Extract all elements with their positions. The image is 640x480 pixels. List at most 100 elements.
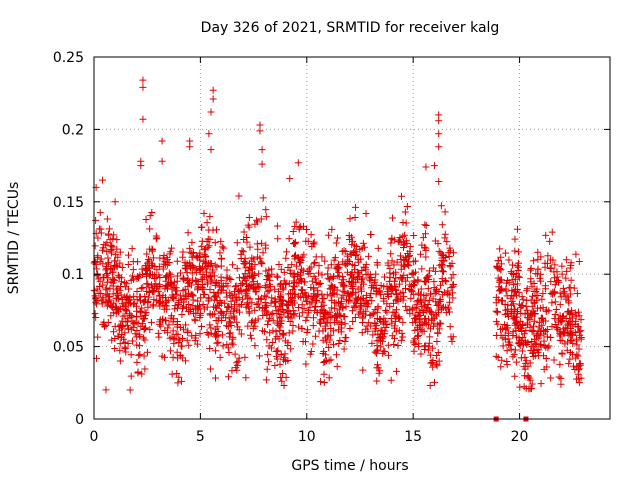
data-point: [217, 255, 225, 263]
data-point: [345, 278, 353, 286]
data-point: [142, 264, 150, 272]
data-point: [325, 275, 333, 283]
data-point: [353, 242, 361, 250]
data-point: [550, 288, 558, 296]
data-point: [188, 291, 196, 299]
data-point: [96, 258, 104, 266]
data-point: [425, 296, 433, 304]
data-point: [390, 270, 398, 278]
data-point: [393, 258, 401, 266]
data-point: [173, 323, 181, 331]
data-point: [394, 341, 402, 349]
data-point: [575, 379, 583, 387]
data-point: [123, 307, 131, 315]
data-point: [296, 258, 304, 266]
data-point: [558, 317, 566, 325]
data-point: [239, 273, 247, 281]
data-point: [269, 327, 277, 335]
data-point: [570, 284, 578, 292]
data-point: [575, 365, 583, 373]
data-point: [543, 333, 551, 341]
data-point: [228, 367, 236, 375]
data-point: [551, 261, 559, 269]
data-point: [417, 295, 425, 303]
data-point: [162, 297, 170, 305]
x-tick-label: 5: [196, 429, 205, 445]
data-point: [298, 286, 306, 294]
data-point: [223, 341, 231, 349]
data-point: [264, 350, 272, 358]
data-point: [168, 291, 176, 299]
data-point: [296, 276, 304, 284]
data-point: [302, 297, 310, 305]
data-point: [438, 275, 446, 283]
data-point: [440, 256, 448, 264]
data-point: [401, 256, 409, 264]
data-point: [247, 334, 255, 342]
data-point: [415, 289, 423, 297]
data-point: [250, 255, 258, 263]
data-point: [135, 331, 143, 339]
data-point: [209, 95, 217, 103]
data-point: [366, 277, 374, 285]
data-point: [179, 287, 187, 295]
data-point: [519, 302, 527, 310]
data-point: [410, 232, 418, 240]
data-point: [166, 334, 174, 342]
data-point: [263, 301, 271, 309]
data-point: [547, 374, 555, 382]
data-point: [262, 267, 270, 275]
data-point: [139, 83, 147, 91]
data-point: [402, 302, 410, 310]
data-point: [390, 340, 398, 348]
data-point: [281, 350, 289, 358]
data-point: [324, 270, 332, 278]
data-point: [181, 262, 189, 270]
data-point: [449, 280, 457, 288]
data-point: [561, 340, 569, 348]
data-point: [538, 295, 546, 303]
data-point: [499, 297, 507, 305]
data-point: [425, 267, 433, 275]
data-point: [492, 352, 500, 360]
data-point: [416, 315, 424, 323]
data-point: [361, 264, 369, 272]
data-point: [313, 296, 321, 304]
data-point: [226, 318, 234, 326]
data-point: [111, 303, 119, 311]
data-point: [173, 348, 181, 356]
data-point: [143, 272, 151, 280]
data-point: [185, 341, 193, 349]
data-point: [351, 261, 359, 269]
data-point: [504, 335, 512, 343]
data-point: [246, 243, 254, 251]
data-point: [116, 282, 124, 290]
data-point: [510, 306, 518, 314]
data-point: [257, 259, 265, 267]
data-point: [575, 345, 583, 353]
data-point: [200, 257, 208, 265]
data-point: [217, 308, 225, 316]
data-point: [266, 276, 274, 284]
data-point: [371, 348, 379, 356]
data-point: [333, 362, 341, 370]
data-point: [502, 249, 510, 257]
data-point: [123, 280, 131, 288]
data-point: [99, 273, 107, 281]
data-point: [535, 346, 543, 354]
data-point: [221, 299, 229, 307]
data-point: [153, 234, 161, 242]
data-point: [215, 314, 223, 322]
data-point: [92, 216, 100, 224]
data-point: [264, 309, 272, 317]
data-point: [125, 285, 133, 293]
data-point: [316, 318, 324, 326]
data-point: [509, 328, 517, 336]
data-point: [246, 295, 254, 303]
data-point: [279, 330, 287, 338]
data-point: [171, 287, 179, 295]
data-point: [244, 267, 252, 275]
data-point: [386, 273, 394, 281]
data-point: [139, 115, 147, 123]
data-point: [441, 208, 449, 216]
